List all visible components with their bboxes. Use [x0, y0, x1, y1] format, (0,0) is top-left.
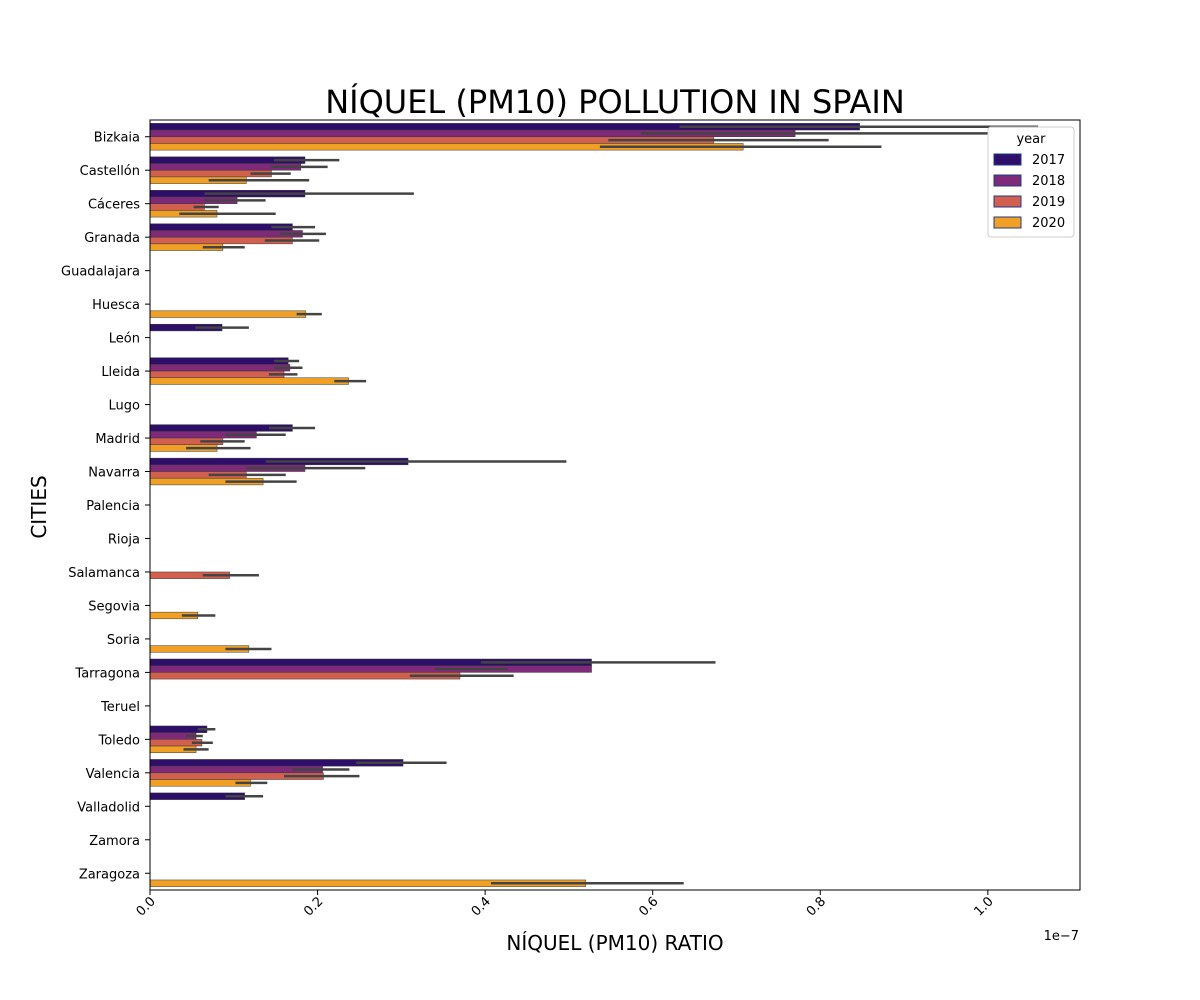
bar-granada-2017 [149, 223, 293, 231]
legend-swatch-2020 [993, 216, 1022, 229]
legend: year 2017 2018 2019 2020 [987, 126, 1075, 238]
y-tick-label-toledo: Toledo [97, 733, 140, 748]
legend-swatch-2017 [993, 153, 1022, 166]
y-tick-label-valladolid: Valladolid [77, 800, 140, 815]
x-axis-label: NÍQUEL (PM10) RATIO [506, 931, 723, 955]
bars-group [149, 123, 860, 887]
y-tick-label-guadalajara: Guadalajara [61, 265, 140, 280]
legend-swatch-2018 [993, 174, 1022, 187]
legend-label-2020: 2020 [1032, 216, 1065, 231]
y-tick-label-bizkaia: Bizkaia [94, 131, 140, 146]
legend-label-2018: 2018 [1032, 174, 1065, 189]
x-axis-ticks: 0.0 0.2 0.4 0.6 0.8 1.0 [134, 890, 997, 919]
y-tick-label-lugo: Lugo [109, 399, 141, 414]
y-axis-ticks: Bizkaia Castellón Cáceres Granada Guadalajar… [61, 131, 150, 882]
chart-title: NÍQUEL (PM10) POLLUTION IN SPAIN [325, 83, 905, 121]
x-tick-label: 0.6 [636, 894, 661, 919]
bar-huesca-2020 [149, 310, 307, 318]
x-tick-label: 0.8 [804, 894, 829, 919]
y-tick-label-lleida: Lleida [101, 365, 140, 380]
bar-lleida-2020 [149, 377, 349, 385]
x-tick-label: 0.4 [469, 894, 494, 919]
y-tick-label-valencia: Valencia [86, 767, 140, 782]
legend-label-2019: 2019 [1032, 195, 1065, 210]
y-tick-label-zamora: Zamora [89, 834, 140, 849]
legend-swatch-2019 [993, 195, 1022, 208]
y-tick-label-segovia: Segovia [88, 599, 140, 614]
y-tick-label-rioja: Rioja [108, 532, 140, 547]
legend-title: year [1016, 132, 1046, 147]
y-tick-label-salamanca: Salamanca [68, 566, 140, 581]
error-bars-group [179, 125, 1039, 885]
y-tick-label-castellon: Castellón [80, 164, 140, 179]
x-tick-label: 0.0 [134, 894, 159, 919]
bar-lleida-2017 [149, 357, 289, 365]
y-tick-label-palencia: Palencia [86, 499, 140, 514]
y-tick-label-leon: León [109, 332, 140, 347]
bar-tarragona-2018 [149, 665, 592, 673]
y-tick-label-soria: Soria [107, 633, 140, 648]
y-tick-label-huesca: Huesca [92, 298, 140, 313]
y-tick-label-caceres: Cáceres [88, 198, 140, 213]
x-tick-label: 0.2 [301, 894, 326, 919]
y-tick-label-navarra: Navarra [88, 466, 140, 481]
bar-lleida-2018 [149, 364, 291, 372]
x-axis-scale-label: 1e−7 [1044, 929, 1079, 944]
y-tick-label-granada: Granada [84, 231, 140, 246]
legend-label-2017: 2017 [1032, 153, 1065, 168]
y-tick-label-madrid: Madrid [95, 432, 140, 447]
bar-lleida-2019 [149, 370, 285, 379]
y-tick-label-teruel: Teruel [100, 700, 140, 715]
y-tick-label-tarragona: Tarragona [74, 666, 140, 681]
y-axis-label: CITIES [27, 475, 51, 538]
y-tick-label-zaragoza: Zaragoza [79, 867, 140, 882]
x-tick-label: 1.0 [971, 894, 996, 919]
bar-granada-2018 [149, 230, 303, 238]
